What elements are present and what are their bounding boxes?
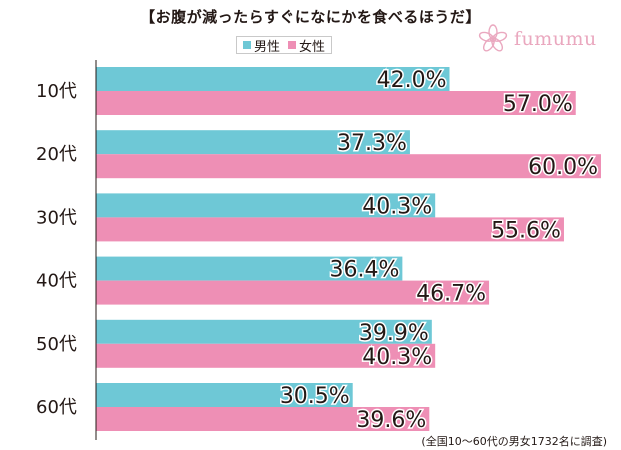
bar-value-label: 37.3% xyxy=(337,131,407,156)
bar xyxy=(96,280,490,305)
legend: 男性 女性 xyxy=(236,36,333,55)
legend-item-female: 女性 xyxy=(288,36,325,55)
bar xyxy=(96,217,564,242)
bar xyxy=(96,91,576,115)
bar xyxy=(96,383,353,407)
bar xyxy=(96,193,436,218)
bar-value-label: 39.9% xyxy=(359,321,429,346)
legend-swatch-female xyxy=(288,41,297,49)
bar-value-label: 40.3% xyxy=(362,194,432,219)
legend-item-male: 男性 xyxy=(243,36,280,55)
legend-swatch-male xyxy=(243,41,251,49)
category-label: 30代 xyxy=(36,207,77,228)
category-label: 60代 xyxy=(36,397,77,418)
brand-logo: fumumu xyxy=(478,24,597,54)
category-label: 10代 xyxy=(36,81,77,102)
bar xyxy=(96,319,432,344)
legend-label-male: 男性 xyxy=(254,39,281,55)
bar-value-label: 57.0% xyxy=(503,92,573,117)
bar xyxy=(96,256,403,281)
bar-value-label: 42.0% xyxy=(377,68,447,93)
bar-value-label: 30.5% xyxy=(280,384,350,409)
chart-title: 【お腹が減ったらすぐになにかを食べるほうだ】 xyxy=(140,8,481,26)
bar-value-label: 55.6% xyxy=(491,218,561,243)
flower-icon xyxy=(478,24,508,52)
logo-text: fumumu xyxy=(514,28,597,50)
category-label: 50代 xyxy=(36,334,77,355)
bar-value-label: 36.4% xyxy=(329,258,399,283)
bar xyxy=(96,67,450,91)
bar-value-label: 39.6% xyxy=(356,408,426,433)
bar xyxy=(96,130,410,155)
survey-note: (全国10～60代の男女1732名に調査) xyxy=(421,435,607,448)
bar-value-label: 46.7% xyxy=(416,282,486,307)
category-label: 20代 xyxy=(36,144,77,165)
legend-label-female: 女性 xyxy=(299,39,326,55)
bar-value-label: 60.0% xyxy=(528,155,598,180)
bar xyxy=(96,154,601,179)
category-label: 40代 xyxy=(36,271,77,292)
bar xyxy=(96,407,430,431)
bar-value-label: 40.3% xyxy=(362,345,432,370)
bar xyxy=(96,343,436,368)
